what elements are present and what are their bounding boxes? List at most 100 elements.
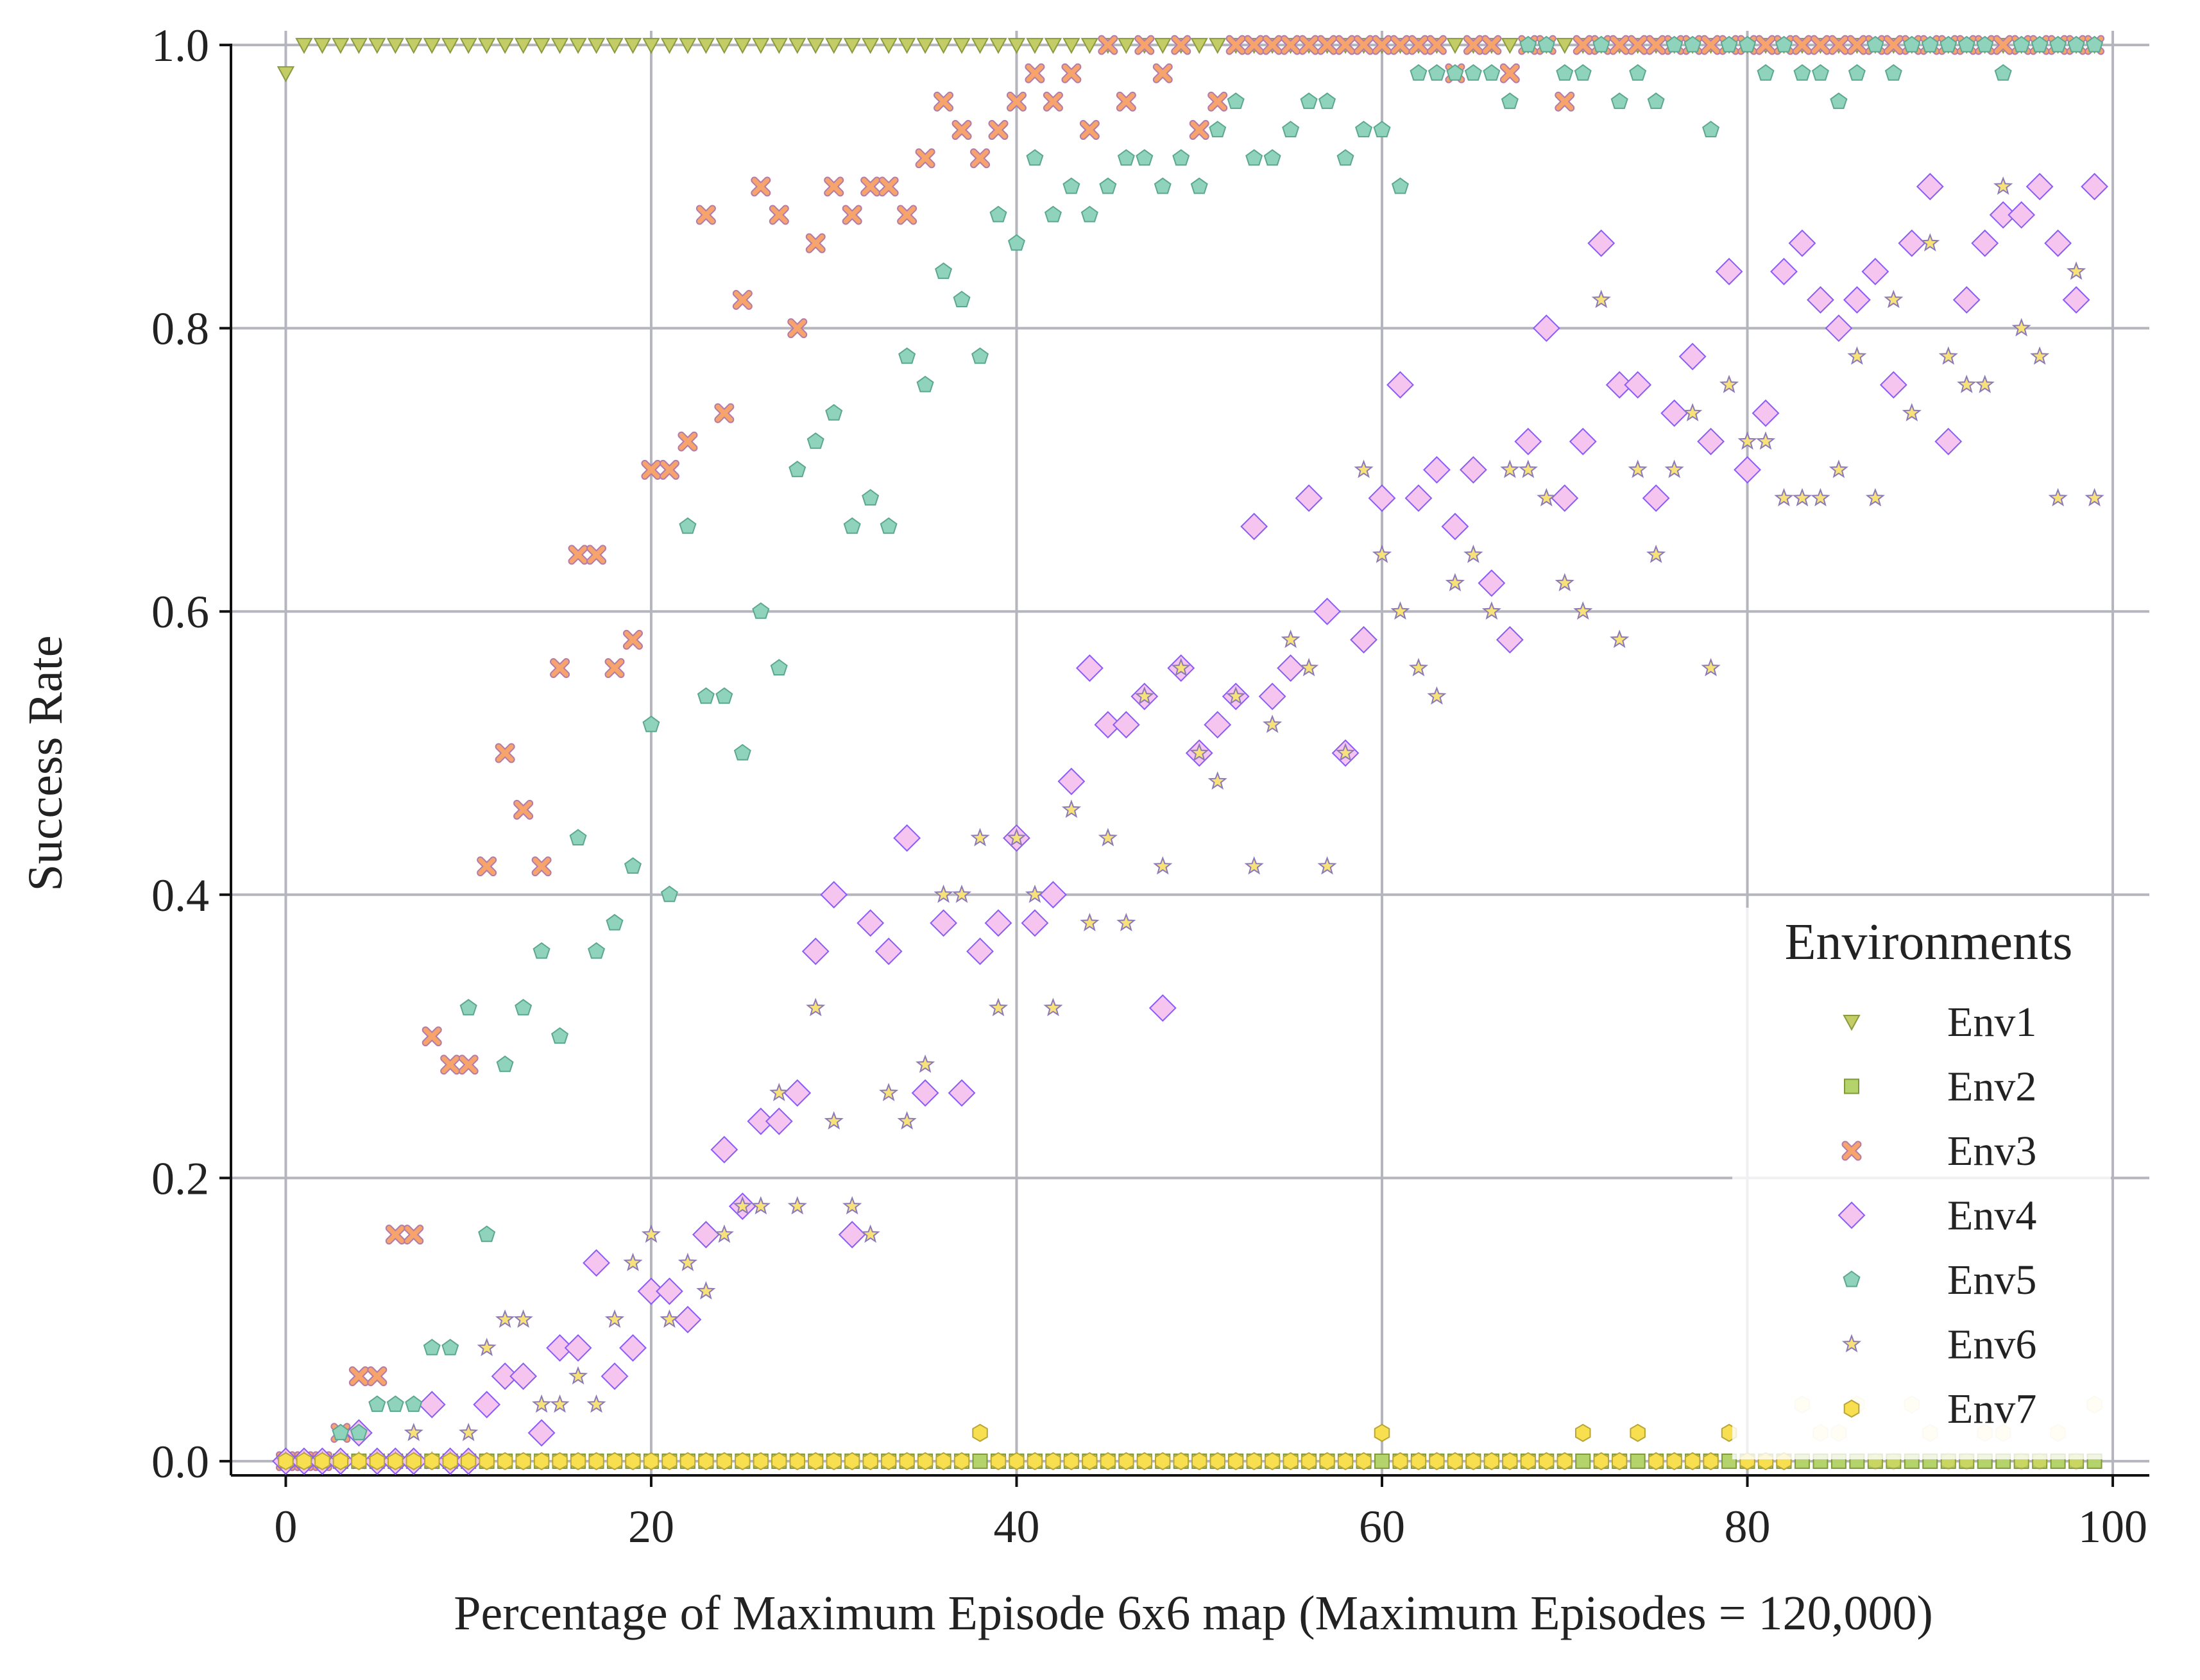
data-point — [1390, 601, 1410, 620]
data-point — [659, 459, 679, 480]
axes-layer: 0 20 40 60 80 100 0.0 0.2 0.4 0.6 0.8 1.0 — [151, 20, 2149, 1552]
data-point — [1099, 177, 1117, 194]
data-point — [770, 38, 788, 55]
data-point — [1719, 375, 1739, 393]
data-point — [697, 687, 715, 704]
data-point — [860, 1224, 880, 1243]
data-point — [698, 1452, 714, 1471]
data-point — [1207, 91, 1228, 112]
data-point — [806, 432, 824, 449]
legend-marker-env7 — [1843, 1399, 1860, 1418]
data-point — [1556, 64, 1574, 81]
data-point — [495, 1309, 515, 1328]
data-point — [332, 1452, 349, 1471]
data-point — [1410, 1452, 1427, 1471]
data-point — [1408, 35, 1429, 55]
data-point — [1811, 488, 1830, 507]
data-point — [842, 1196, 862, 1215]
data-point — [1190, 743, 1209, 761]
legend-label-env2: Env2 — [1947, 1064, 2036, 1110]
data-point — [825, 403, 843, 421]
data-point — [948, 1079, 976, 1107]
data-point — [1825, 314, 1853, 343]
data-point — [1934, 427, 1963, 455]
data-point — [1300, 1452, 1317, 1471]
legend-title: Environments — [1785, 914, 2073, 971]
data-point — [423, 38, 441, 55]
data-point — [1642, 484, 1670, 513]
data-point — [527, 1419, 556, 1447]
data-point — [1463, 545, 1483, 563]
data-point — [1593, 1452, 1609, 1471]
data-point — [1281, 35, 1301, 55]
data-point — [934, 884, 953, 903]
data-point — [878, 176, 899, 197]
x-tick-label: 40 — [993, 1501, 1039, 1552]
data-point — [569, 829, 587, 845]
data-point — [2066, 261, 2086, 280]
data-point — [1478, 569, 1506, 597]
data-point — [1061, 63, 1082, 83]
data-point — [2030, 346, 2050, 365]
data-point — [1610, 92, 1628, 109]
data-point — [1847, 346, 1867, 365]
data-point — [1317, 35, 1338, 55]
data-point — [1502, 1452, 1518, 1471]
data-point — [879, 1083, 899, 1101]
data-point — [569, 38, 587, 55]
data-point — [1994, 64, 2012, 81]
data-point — [1153, 856, 1173, 875]
y-axis-label: Success Rate — [19, 636, 72, 892]
data-point — [1957, 35, 1975, 53]
data-point — [1116, 913, 1136, 931]
data-point — [2011, 318, 2031, 337]
data-point — [660, 38, 679, 55]
data-point — [2044, 229, 2072, 257]
data-point — [1061, 799, 1082, 819]
data-point — [642, 38, 660, 55]
data-point — [1501, 92, 1519, 109]
data-point — [2008, 201, 2036, 229]
data-point — [1244, 856, 1264, 875]
data-point — [1372, 545, 1392, 563]
data-point — [1610, 629, 1630, 649]
data-point — [1459, 456, 1487, 484]
data-point — [1463, 35, 1483, 55]
data-point — [2062, 286, 2090, 314]
data-point — [1043, 997, 1063, 1017]
data-point — [641, 1224, 661, 1243]
data-point — [935, 262, 953, 279]
data-point — [1117, 38, 1136, 55]
data-point — [1575, 1423, 1591, 1442]
data-point — [1277, 654, 1305, 682]
data-point — [423, 1339, 441, 1355]
data-point — [604, 658, 625, 679]
data-point — [533, 38, 550, 55]
data-point — [1039, 881, 1067, 909]
legend-box — [1732, 908, 2111, 1459]
data-point — [1720, 35, 1738, 53]
data-point — [1666, 35, 1684, 53]
data-point — [1464, 64, 1482, 81]
data-point — [1336, 149, 1354, 166]
data-point — [1611, 1452, 1628, 1471]
data-point — [984, 909, 1012, 937]
data-point — [915, 148, 935, 169]
data-point — [1734, 456, 1761, 484]
data-point — [1519, 35, 1537, 53]
data-point — [716, 1452, 733, 1471]
data-point — [1701, 658, 1721, 677]
data-point — [1902, 403, 1922, 421]
data-point — [1372, 35, 1392, 55]
data-point — [1007, 233, 1025, 251]
data-point — [1209, 38, 1227, 55]
data-point — [1537, 35, 1555, 53]
data-point — [477, 1337, 497, 1357]
grid-layer — [231, 31, 2149, 1475]
data-point — [1501, 38, 1519, 55]
data-point — [477, 856, 497, 877]
data-point — [1884, 289, 1904, 309]
data-point — [1483, 1452, 1500, 1471]
data-point — [1263, 714, 1283, 733]
data-point — [1152, 63, 1173, 83]
